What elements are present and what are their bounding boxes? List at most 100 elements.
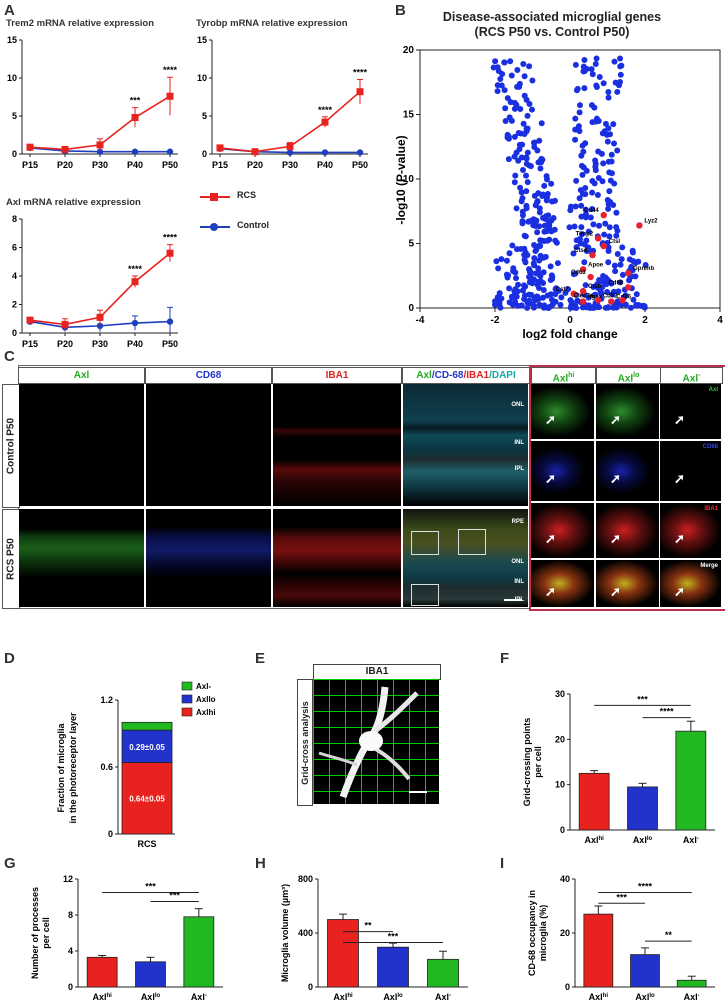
inset-image-r3-c2: ➚ Merge [660, 560, 721, 607]
arrow-icon: ➚ [610, 583, 621, 599]
control-point [166, 148, 174, 155]
inset-image-r0-c2: ➚ Axl [660, 384, 721, 439]
volcano-point [589, 119, 596, 126]
volcano-point [508, 117, 515, 124]
volcano-plot: -4 -2 0 2 4 0 5 10 15 20 log2 fold change -log10 (P… [395, 45, 723, 340]
y-label-line2: in the photoreceptor layer [68, 712, 78, 824]
volcano-point [579, 231, 586, 238]
legend-swatch [181, 681, 193, 691]
volcano-point [493, 258, 500, 265]
y-tick-label: 10 [7, 73, 17, 83]
x-tick-label: P50 [162, 339, 178, 349]
y-tick-label: 8 [12, 214, 17, 224]
volcano-point [492, 58, 499, 65]
volcano-point [582, 206, 589, 213]
y-label-line1: Grid-crossing points [522, 718, 532, 807]
roi-box-3 [411, 584, 439, 606]
legend-label: Axllo [196, 695, 216, 704]
volcano-point [550, 215, 557, 222]
volcano-point [538, 253, 545, 260]
y-tick-label: 8 [68, 910, 73, 920]
volcano-point [537, 237, 544, 244]
volcano-point [532, 247, 539, 254]
volcano-point [604, 138, 611, 145]
volcano-point [600, 160, 607, 167]
volcano-point [529, 77, 536, 84]
volcano-point [515, 281, 522, 288]
volcano-point [595, 285, 602, 292]
y-label-line1: Fraction of microglia [56, 723, 66, 813]
volcano-point [519, 287, 526, 294]
inset-col-header-text: Axl [552, 373, 569, 385]
panel-label-e: E [255, 650, 266, 667]
grid-crossing-bar-chart: 0 10 20 30 Grid-crossing points per cell Axlhi… [522, 689, 715, 845]
volcano-point [509, 242, 516, 249]
volcano-point [512, 286, 519, 293]
volcano-point [534, 229, 541, 236]
x-tick-label: P40 [127, 160, 143, 170]
x-tick-label: Axllo [383, 992, 403, 1002]
layer-label-onl-rcs: ONL [511, 559, 524, 565]
panel-label-a: A [4, 2, 15, 19]
volcano-point [501, 59, 508, 66]
volcano-point [537, 278, 544, 285]
volcano-y-tick-label: 20 [403, 45, 415, 56]
y-tick-label: 10 [197, 73, 207, 83]
arrow-icon: ➚ [674, 411, 685, 427]
x-tick-label: P40 [127, 339, 143, 349]
volcano-point [494, 88, 501, 95]
highlighted-gene-point [589, 251, 596, 259]
volcano-point [574, 85, 581, 92]
highlighted-gene-point [624, 284, 632, 291]
highlighted-gene-point [624, 269, 632, 277]
control-point [96, 322, 104, 330]
volcano-point [600, 80, 607, 87]
volcano-point [531, 144, 538, 151]
x-tick-label: Axllo [635, 992, 655, 1002]
volcano-x-tick-label: -2 [491, 315, 500, 326]
volcano-point [521, 73, 528, 80]
volcano-point [593, 304, 600, 311]
rcs-point [216, 144, 224, 152]
volcano-point [614, 147, 621, 154]
x-tick-label-sup: hi [603, 993, 609, 999]
inset-col-header-2: Axl- [660, 367, 723, 384]
volcano-point [596, 74, 603, 81]
volcano-point [598, 150, 605, 157]
x-tick-label: Axl- [684, 992, 700, 1002]
volcano-y-tick-label: 5 [408, 239, 414, 250]
roi-box-2 [458, 529, 486, 555]
volcano-point [539, 191, 546, 198]
volcano-point [577, 240, 584, 247]
y-tick-label: 0 [560, 825, 565, 835]
volcano-point [536, 285, 543, 292]
volcano-point [571, 223, 578, 230]
volcano-point [568, 302, 575, 309]
volcano-point [619, 271, 626, 278]
panel-label-b: B [395, 2, 406, 19]
volcano-point [554, 260, 561, 267]
rcs-point [321, 118, 329, 126]
inset-col-header-sup: hi [568, 372, 575, 379]
bar-2 [675, 730, 707, 831]
row-label-control: Control P50 [2, 384, 20, 508]
volcano-point [592, 157, 599, 164]
x-tick-label: P30 [92, 160, 108, 170]
gene-label: Itgax [588, 295, 603, 301]
volcano-point [549, 301, 556, 308]
y-tick-label: 5 [202, 111, 207, 121]
volcano-point [513, 275, 520, 282]
roi-box-1 [411, 531, 439, 555]
grid-image-header: IBA1 [313, 664, 441, 680]
highlighted-gene-point [579, 298, 587, 305]
x-tick-label: P30 [92, 339, 108, 349]
volcano-point [574, 297, 581, 304]
volcano-point [608, 279, 615, 286]
volcano-point [581, 85, 588, 92]
volcano-point [588, 102, 595, 109]
volcano-point [538, 159, 545, 166]
bar-2 [427, 958, 459, 988]
volcano-point [536, 223, 543, 230]
control-point [356, 149, 364, 156]
volcano-point [531, 139, 538, 146]
